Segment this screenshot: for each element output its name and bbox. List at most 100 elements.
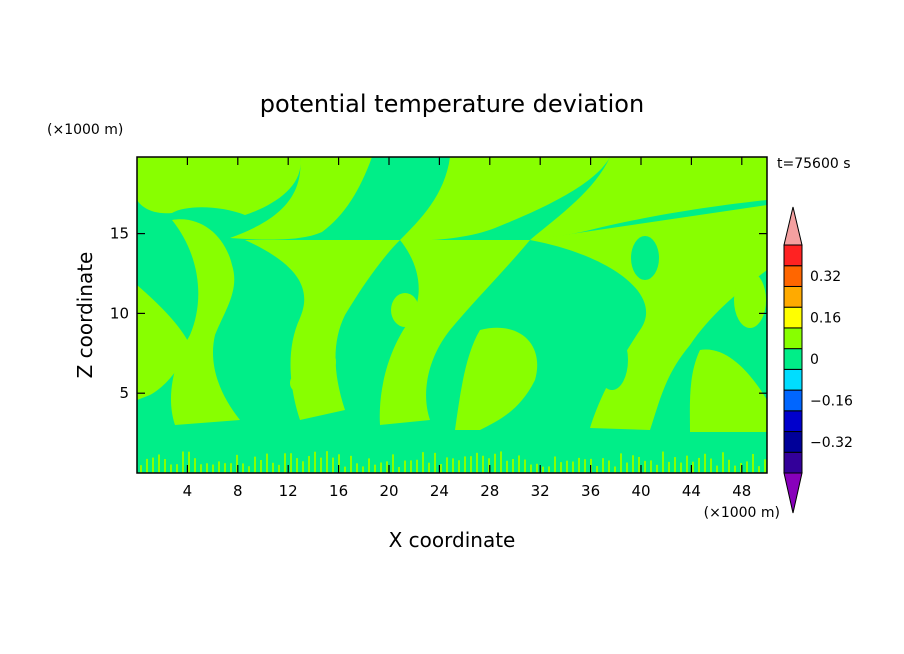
x-tick-label: 36 bbox=[581, 482, 600, 500]
turbulence-plume bbox=[473, 448, 478, 473]
plot-area bbox=[137, 157, 767, 473]
turbulence-plume bbox=[275, 454, 280, 473]
anomaly-center-right bbox=[379, 240, 530, 425]
turbulence-plume bbox=[191, 455, 195, 473]
turbulence-plume bbox=[443, 452, 446, 473]
x-tick-label: 28 bbox=[480, 482, 499, 500]
turbulence-plume bbox=[281, 453, 286, 473]
turbulence-plume bbox=[512, 458, 514, 473]
turbulence-plume bbox=[389, 454, 392, 473]
turbulence-plume bbox=[659, 440, 663, 473]
y-axis-ticks: 5 10 15 bbox=[110, 225, 767, 402]
turbulence-plume bbox=[149, 458, 154, 473]
turbulence-plume bbox=[272, 462, 274, 473]
turbulence-plume bbox=[287, 433, 292, 473]
turbulence-plume bbox=[335, 447, 338, 473]
turbulence-plume bbox=[248, 466, 250, 473]
turbulence-plume bbox=[224, 463, 226, 473]
turbulence-plume bbox=[593, 451, 596, 473]
turbulence-plume bbox=[614, 466, 616, 473]
turbulence-plume bbox=[506, 460, 508, 473]
turbulence-plume bbox=[257, 434, 260, 473]
turbulence-plume bbox=[356, 463, 358, 473]
cool-blob-c bbox=[596, 330, 628, 390]
turbulence-plume bbox=[521, 459, 525, 473]
warm-anomaly-regions bbox=[137, 157, 767, 432]
turbulence-plume bbox=[347, 456, 352, 473]
turbulence-plume bbox=[638, 456, 640, 473]
turbulence-plume bbox=[467, 447, 472, 473]
colorbar-segment bbox=[783, 348, 803, 370]
turbulence-plume bbox=[218, 461, 220, 473]
turbulence-plume bbox=[503, 445, 507, 473]
colorbar-segment bbox=[783, 410, 803, 433]
turbulence-plume bbox=[185, 457, 189, 473]
turbulence-plume bbox=[620, 453, 622, 473]
colorbar-segment bbox=[783, 265, 803, 287]
turbulence-plume bbox=[713, 443, 717, 473]
turbulence-plume bbox=[362, 466, 364, 473]
turbulence-plume bbox=[710, 458, 712, 473]
turbulence-plume bbox=[707, 440, 711, 473]
turbulence-plume bbox=[194, 458, 196, 473]
turbulence-plume bbox=[728, 459, 730, 473]
turbulence-plume bbox=[353, 442, 358, 473]
turbulence-plume bbox=[557, 454, 562, 473]
turbulence-plume bbox=[299, 460, 302, 473]
turbulence-plume bbox=[242, 463, 244, 473]
turbulence-plume bbox=[341, 435, 344, 473]
turbulence-plume bbox=[608, 460, 610, 473]
colorbar-tick-label: 0.32 bbox=[810, 269, 841, 285]
turbulence-plume bbox=[635, 447, 638, 473]
turbulence-plume bbox=[167, 454, 172, 473]
turbulence-plume bbox=[491, 433, 495, 473]
turbulence-plume bbox=[200, 464, 202, 473]
anomaly-blob-a bbox=[391, 293, 419, 327]
turbulence-plume bbox=[290, 453, 292, 473]
turbulence-plume bbox=[380, 462, 382, 473]
turbulence-plume bbox=[377, 447, 380, 473]
turbulence-plume bbox=[488, 458, 490, 473]
turbulence-plume bbox=[158, 454, 160, 473]
turbulence-plume bbox=[140, 465, 142, 473]
x-tick-label: 48 bbox=[732, 482, 751, 500]
turbulence-plume bbox=[308, 456, 310, 473]
turbulence-plume bbox=[530, 464, 532, 473]
turbulence-plume bbox=[743, 454, 746, 473]
turbulence-plume bbox=[425, 440, 429, 473]
turbulence-plume bbox=[419, 440, 423, 473]
turbulence-plume bbox=[518, 455, 520, 473]
turbulence-plume bbox=[230, 463, 232, 473]
turbulence-plume bbox=[188, 451, 190, 473]
colorbar-segment bbox=[783, 327, 803, 350]
colorbar-tick-label: 0.16 bbox=[810, 311, 841, 327]
turbulence-plume bbox=[554, 456, 556, 473]
colorbar-tick-label: −0.32 bbox=[810, 435, 853, 451]
x-tick-label: 16 bbox=[329, 482, 348, 500]
turbulence-plume bbox=[572, 461, 574, 473]
turbulence-plume bbox=[602, 458, 604, 473]
y-axis-label: Z coordinate bbox=[73, 252, 97, 379]
anomaly-blob-c bbox=[290, 374, 306, 392]
turbulence-plume bbox=[170, 464, 172, 473]
turbulence-plume bbox=[734, 465, 736, 473]
turbulence-plume bbox=[479, 449, 483, 473]
turbulence-plume bbox=[278, 464, 280, 473]
turbulence-plume bbox=[746, 461, 748, 473]
x-tick-label: 40 bbox=[631, 482, 650, 500]
turbulence-plume bbox=[401, 443, 404, 473]
turbulence-plume bbox=[350, 455, 352, 473]
turbulence-plume bbox=[344, 466, 346, 473]
turbulence-plume bbox=[317, 460, 321, 473]
turbulence-plume bbox=[566, 460, 568, 473]
y-tick-label: 15 bbox=[110, 225, 129, 243]
turbulence-plume bbox=[500, 451, 502, 473]
turbulence-plume bbox=[617, 457, 622, 473]
turbulence-plume bbox=[365, 458, 368, 473]
turbulence-plume bbox=[332, 457, 334, 473]
turbulence-plume bbox=[182, 451, 184, 473]
turbulence-plume bbox=[383, 447, 386, 473]
turbulence-plume bbox=[722, 452, 724, 473]
y-tick-label: 5 bbox=[119, 384, 129, 402]
